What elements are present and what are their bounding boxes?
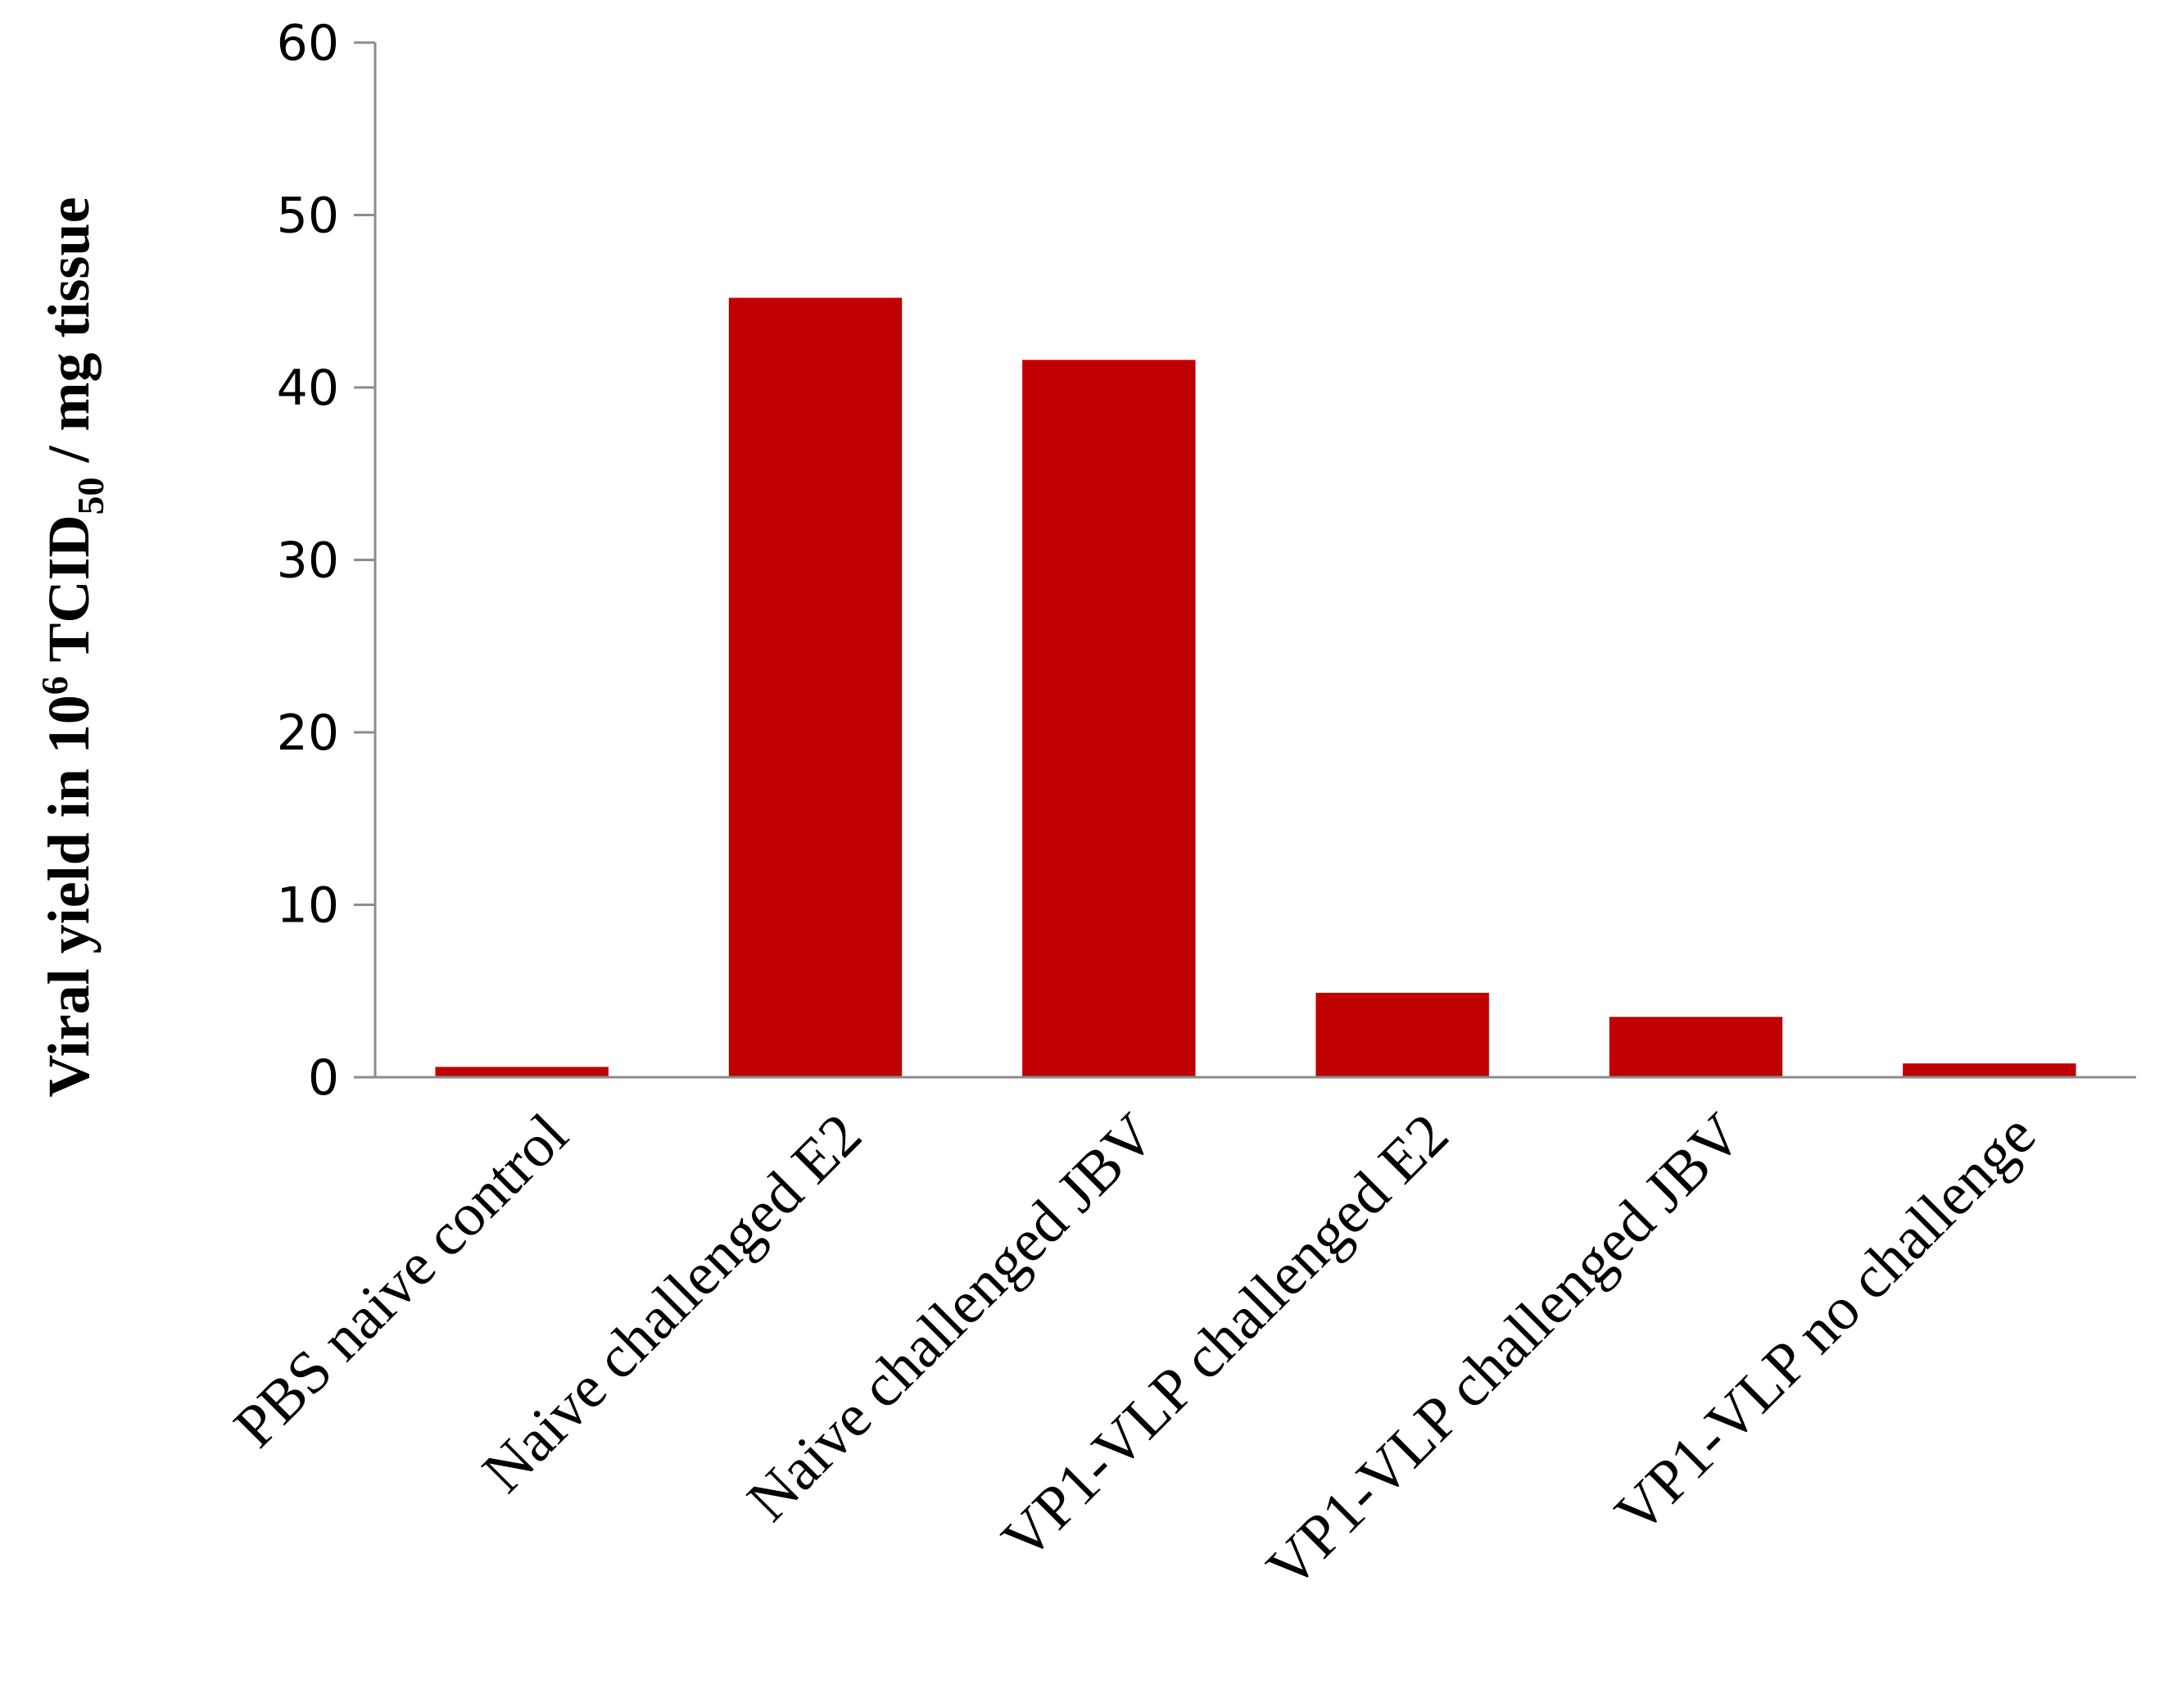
y-axis-label-post: / mg tissue xyxy=(36,197,102,477)
y-axis-label: Viral yield in 106 TCID50 / mg tissue xyxy=(34,197,111,1097)
bar-2 xyxy=(1022,360,1196,1077)
bar-3 xyxy=(1315,992,1489,1077)
y-axis-label-pre: Viral yield in 10 xyxy=(36,695,102,1097)
y-axis-label-sub: 50 xyxy=(70,477,111,514)
y-ticks-group: 0 10 20 30 40 50 60 xyxy=(277,15,375,1107)
y-axis-label-mid: TCID xyxy=(36,514,102,676)
y-tick-label-5: 50 xyxy=(277,188,339,245)
y-axis-label-sup: 6 xyxy=(34,676,75,695)
y-tick-label-2: 20 xyxy=(277,704,339,762)
y-tick-label-1: 10 xyxy=(277,877,339,935)
x-category-label-4: VP1-VLP challenged JBV xyxy=(1254,1101,1754,1602)
bars-group xyxy=(435,297,2076,1077)
bar-5 xyxy=(1903,1063,2076,1077)
bar-1 xyxy=(728,297,903,1077)
bar-4 xyxy=(1609,1017,1783,1077)
y-tick-label-4: 40 xyxy=(277,360,339,417)
bar-0 xyxy=(435,1067,609,1077)
y-tick-label-0: 0 xyxy=(308,1049,339,1107)
y-tick-label-6: 60 xyxy=(277,15,339,72)
y-tick-label-3: 30 xyxy=(277,532,339,590)
